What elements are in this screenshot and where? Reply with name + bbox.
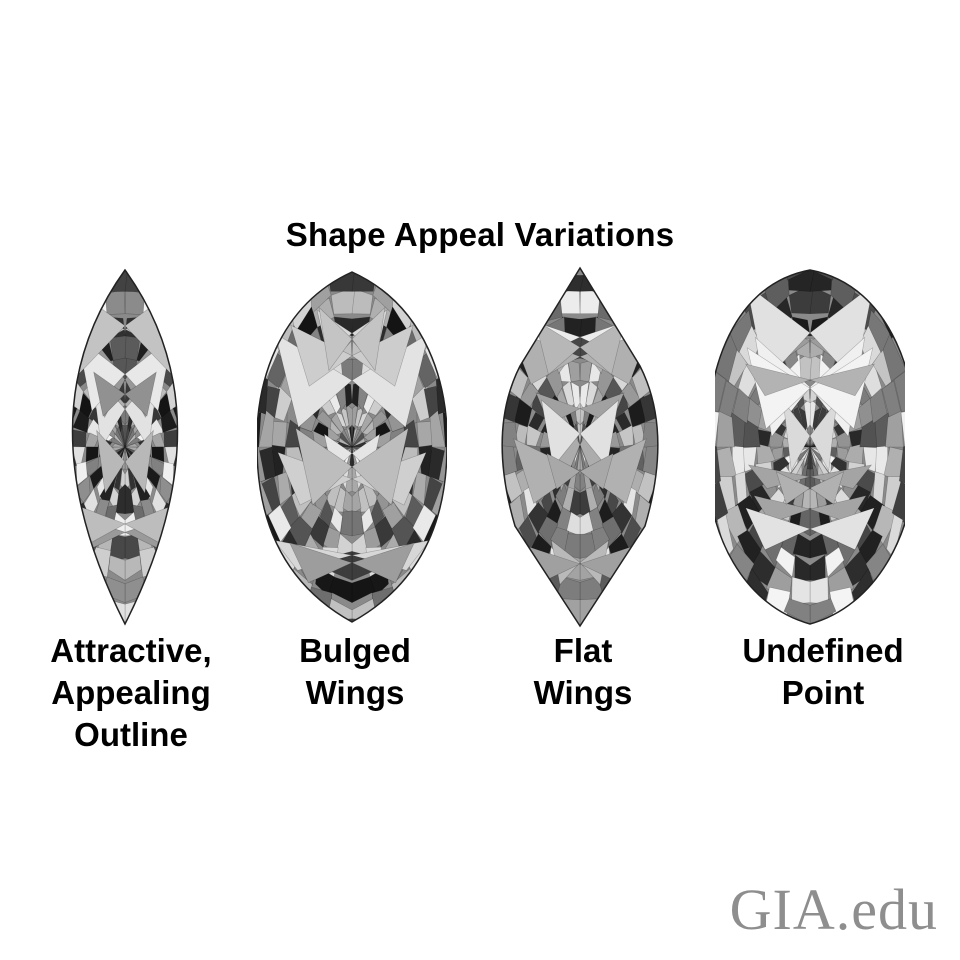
caption-undefined-point: Undefined Point [708, 630, 938, 714]
caption-line: Flat [553, 632, 613, 669]
caption-line: Attractive, [50, 632, 212, 669]
caption-line: Undefined [742, 632, 904, 669]
caption-flat-wings: Flat Wings [468, 630, 698, 714]
caption-bulged-wings: Bulged Wings [240, 630, 470, 714]
gia-logo: GIA.edu [729, 877, 938, 942]
marquise-diamond-flat-wings [485, 266, 675, 628]
caption-attractive: Attractive, Appealing Outline [16, 630, 246, 756]
marquise-diamond-icon [715, 269, 905, 625]
marquise-diamond-icon [501, 266, 659, 628]
marquise-diamond-bulged-wings [257, 266, 447, 628]
marquise-diamond-icon [257, 271, 447, 623]
caption-line: Point [781, 674, 865, 711]
marquise-diamond-icon [71, 268, 179, 626]
caption-line: Appealing [51, 674, 211, 711]
figure-title: Shape Appeal Variations [285, 216, 675, 253]
caption-line: Bulged [299, 632, 411, 669]
marquise-diamond-undefined-point [715, 266, 905, 628]
caption-line: Wings [305, 674, 405, 711]
marquise-diamond-attractive [30, 266, 220, 628]
caption-line: Outline [74, 716, 188, 753]
caption-line: Wings [533, 674, 633, 711]
